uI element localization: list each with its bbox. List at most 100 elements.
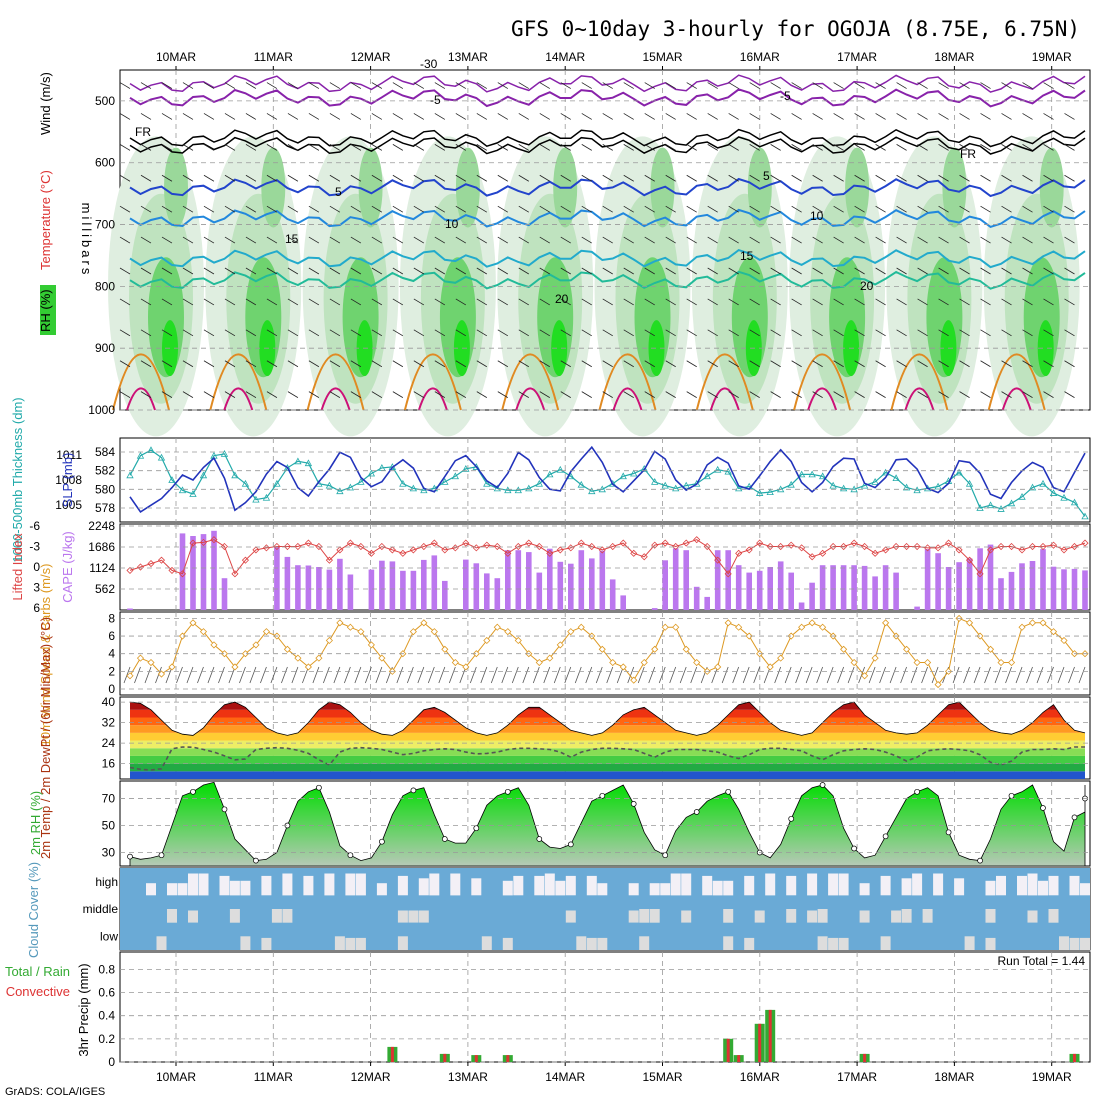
wind-barb bbox=[476, 205, 488, 213]
thickness-point bbox=[965, 479, 974, 487]
wind-barb bbox=[1022, 174, 1033, 182]
isotherm-line bbox=[129, 248, 1086, 269]
lifted-index-point bbox=[147, 560, 155, 568]
date-label-bottom: 17MAR bbox=[837, 1070, 877, 1084]
surface-wind-barb bbox=[574, 666, 582, 684]
thickness-point bbox=[892, 474, 900, 482]
date-label-top: 15MAR bbox=[642, 50, 682, 64]
wind-tick-label: 2 bbox=[108, 664, 115, 678]
surface-wind-barb bbox=[333, 666, 341, 684]
wind-barb bbox=[938, 267, 949, 275]
cape-bar bbox=[494, 578, 501, 610]
wind-barb bbox=[1064, 236, 1075, 244]
rh-point bbox=[945, 829, 952, 836]
rh-point bbox=[473, 825, 480, 832]
wind-barb bbox=[329, 298, 341, 306]
wind-barb bbox=[1064, 329, 1075, 337]
cape-bar bbox=[840, 565, 847, 610]
wind-barb bbox=[1043, 360, 1054, 368]
wind-speed-point bbox=[147, 658, 155, 667]
cloud-block bbox=[397, 875, 408, 896]
wind-barb bbox=[1001, 144, 1012, 151]
surface-wind-barb bbox=[585, 666, 593, 684]
cape-bar bbox=[872, 576, 878, 610]
isotherm-line bbox=[129, 208, 1086, 229]
lifted-index-point bbox=[693, 536, 701, 544]
wind-barb bbox=[413, 236, 425, 244]
cloud-block bbox=[786, 875, 797, 896]
cape-bar bbox=[389, 561, 396, 610]
rh-point bbox=[127, 853, 133, 860]
cape-bar bbox=[777, 561, 784, 610]
wind-barb bbox=[266, 174, 278, 182]
cape-bar bbox=[609, 579, 616, 610]
rh-point bbox=[662, 852, 669, 859]
wind-barb bbox=[1022, 236, 1033, 244]
wind-barb bbox=[350, 144, 362, 151]
wind-barb bbox=[518, 205, 529, 213]
wind-barb bbox=[938, 174, 949, 182]
isotherm-arc bbox=[598, 353, 657, 411]
wind-speed-point bbox=[787, 632, 795, 640]
wind-barb bbox=[371, 82, 383, 89]
wind-barb bbox=[980, 236, 991, 244]
wind-speed-point bbox=[367, 641, 375, 649]
wind-barb bbox=[518, 329, 529, 337]
wind-speed-point bbox=[178, 632, 187, 640]
lifted-index-point bbox=[346, 539, 354, 547]
date-label-top: 10MAR bbox=[156, 50, 196, 64]
contour-label: 5 bbox=[763, 169, 770, 183]
wind-barb bbox=[518, 144, 529, 151]
wind-barb bbox=[707, 298, 718, 306]
cloud-block bbox=[670, 873, 681, 896]
cloud-block bbox=[355, 873, 366, 896]
surface-wind-barb bbox=[627, 666, 635, 684]
wind-barb bbox=[749, 113, 760, 120]
wind-barb bbox=[140, 329, 152, 337]
precip-ylabel: 3hr Precip (mm) bbox=[76, 963, 91, 1056]
wind-barb bbox=[182, 267, 194, 275]
wind-barb bbox=[644, 391, 655, 398]
wind-barb bbox=[182, 391, 194, 398]
thickness-tick-label: 580 bbox=[95, 482, 115, 496]
precip-tick-label: 0.8 bbox=[98, 962, 115, 976]
thickness-point bbox=[577, 480, 585, 488]
wind-barb bbox=[728, 236, 739, 244]
cape-bar bbox=[1082, 570, 1088, 610]
wind-barb bbox=[224, 391, 236, 398]
cape-tick-label: 1686 bbox=[88, 540, 115, 554]
wind-barb bbox=[287, 113, 299, 120]
isotherm-arc bbox=[793, 353, 852, 411]
wind-barb bbox=[119, 144, 131, 151]
cloud-block bbox=[565, 875, 576, 896]
wind-barb bbox=[560, 267, 571, 275]
thickness-point bbox=[399, 479, 407, 487]
wind-barb bbox=[161, 360, 173, 368]
cape-bar bbox=[1061, 569, 1067, 610]
surface-wind-barb bbox=[207, 666, 215, 684]
contour-label: 5 bbox=[335, 185, 342, 199]
cloud-block bbox=[586, 937, 597, 950]
thickness-point bbox=[451, 472, 460, 480]
rh-point bbox=[882, 833, 889, 840]
lifted-index-point bbox=[168, 566, 176, 574]
wind-barb bbox=[224, 329, 236, 337]
cloud-block bbox=[985, 937, 996, 950]
wind-barb bbox=[182, 298, 194, 306]
wind-barb bbox=[140, 298, 152, 306]
wind-barb bbox=[1043, 298, 1054, 306]
thickness-point bbox=[881, 468, 890, 476]
contour-label: FR bbox=[960, 147, 976, 161]
surface-wind-barb bbox=[1078, 666, 1086, 684]
cloud-block bbox=[334, 936, 345, 950]
wind-barb bbox=[539, 298, 550, 306]
contour-label: 10 bbox=[445, 217, 459, 231]
wind-barb bbox=[1064, 205, 1075, 213]
cloud-block bbox=[502, 937, 513, 950]
thickness-ylabel: 1000-500mb Thickness (dm) bbox=[10, 397, 25, 562]
wind-barb bbox=[833, 329, 844, 337]
thickness-point bbox=[1007, 499, 1016, 507]
wind-barb bbox=[1022, 267, 1033, 275]
thickness-point bbox=[514, 486, 522, 494]
